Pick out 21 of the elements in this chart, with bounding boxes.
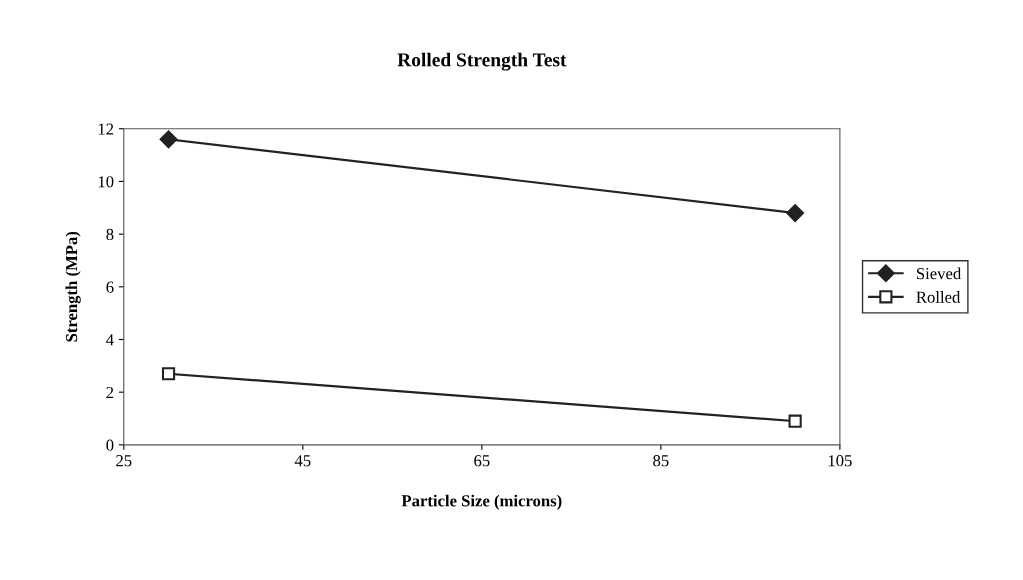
point <box>788 414 802 428</box>
chart-title: Rolled Strength Test <box>397 52 567 71</box>
x-tick-label: 65 <box>474 455 490 467</box>
y-tick-label: 0 <box>106 439 114 451</box>
legend-label: Rolled <box>916 291 961 303</box>
x-tick-label: 105 <box>828 455 852 467</box>
x-axis-title: Particle Size (microns) <box>401 494 562 510</box>
y-tick-label: 6 <box>106 281 114 293</box>
y-tick-label: 2 <box>106 386 114 398</box>
y-tick-label: 8 <box>106 228 114 241</box>
point <box>159 130 178 149</box>
x-tick-label: 25 <box>116 455 132 467</box>
y-tick-label: 12 <box>98 123 114 135</box>
point <box>161 367 176 381</box>
point <box>786 204 805 222</box>
y-tick-label: 4 <box>106 334 114 346</box>
y-axis-title: Strength (MPa) <box>65 231 81 342</box>
y-tick-label: 10 <box>98 176 114 188</box>
x-tick-label: 85 <box>653 455 669 467</box>
x-tick-label: 45 <box>294 455 311 467</box>
legend-label: Sieved <box>916 267 962 280</box>
